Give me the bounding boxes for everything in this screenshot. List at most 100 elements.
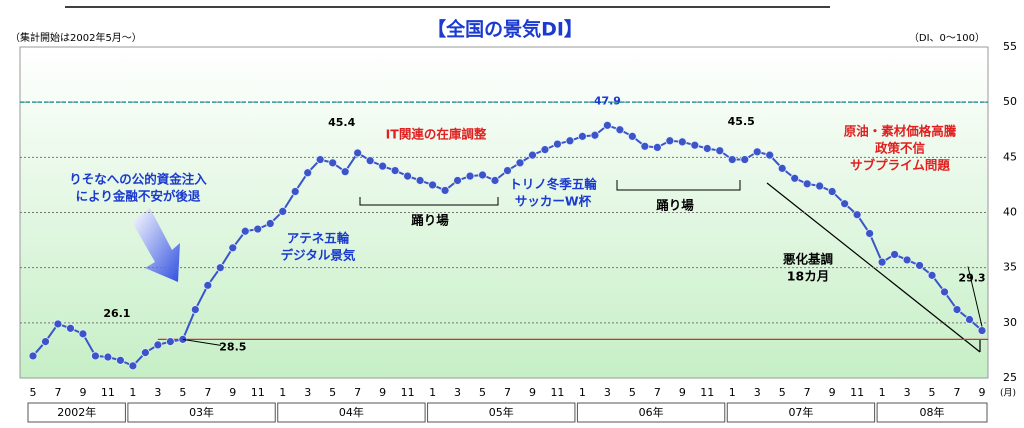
data-point — [540, 145, 550, 155]
data-point — [328, 158, 338, 168]
data-point — [303, 168, 313, 178]
data-point — [627, 131, 637, 141]
data-point — [915, 261, 924, 270]
annotation: 政策不信 — [875, 141, 926, 156]
data-point — [78, 329, 88, 339]
x-tick-label: 5 — [329, 386, 336, 399]
data-point — [578, 131, 587, 141]
annotation: 18カ月 — [787, 269, 829, 284]
x-tick-label: 1 — [279, 386, 286, 399]
annotation: 踊り場 — [411, 213, 449, 228]
data-point — [240, 226, 250, 236]
data-point — [153, 340, 163, 350]
year-box — [876, 402, 988, 423]
leader — [967, 266, 983, 327]
year-box — [726, 402, 876, 423]
data-point — [740, 155, 750, 164]
year-box — [427, 402, 576, 423]
data-point — [140, 348, 150, 358]
annotation: サブプライム問題 — [850, 158, 950, 173]
year-box — [27, 402, 126, 423]
data-point — [91, 351, 100, 361]
x-tick-label: 7 — [354, 386, 361, 399]
data-point — [565, 136, 575, 146]
data-point — [340, 167, 350, 177]
data-point — [378, 161, 388, 171]
data-point — [765, 150, 775, 160]
data-point — [615, 125, 625, 135]
annotation: 踊り場 — [656, 198, 694, 213]
x-tick-label: 9 — [829, 386, 836, 399]
data-point — [465, 171, 475, 181]
x-tick-label: 5 — [479, 386, 486, 399]
data-point — [290, 187, 300, 196]
data-point — [440, 186, 450, 195]
data-point — [253, 224, 263, 234]
x-tick-label: 3 — [604, 386, 611, 399]
data-point — [715, 146, 725, 156]
x-tick-label: 11 — [101, 386, 115, 399]
x-tick-label: 3 — [304, 386, 311, 399]
annotation: アテネ五輪 — [287, 231, 350, 246]
data-point — [403, 171, 413, 181]
data-point — [28, 351, 38, 361]
data-point — [590, 130, 600, 140]
x-tick-label: 7 — [54, 386, 61, 399]
data-point — [66, 323, 75, 333]
annotation: 悪化基調 — [783, 252, 833, 267]
data-point — [478, 170, 487, 180]
data-label: 28.5 — [219, 340, 246, 353]
x-tick-label: 3 — [154, 386, 161, 399]
data-point — [278, 206, 288, 216]
data-point — [840, 199, 850, 209]
data-point — [490, 176, 500, 185]
data-point — [353, 148, 363, 158]
x-tick-label: 9 — [379, 386, 386, 399]
x-tick-label: 9 — [979, 386, 986, 399]
annotation: により金融不安が後退 — [76, 189, 201, 204]
annotation: IT関連の在庫調整 — [386, 127, 487, 142]
annotation: 原油・素材価格高騰 — [844, 124, 957, 139]
data-point — [215, 263, 225, 273]
data-point — [702, 144, 712, 153]
year-box — [127, 402, 276, 423]
x-tick-label: 1 — [729, 386, 736, 399]
y-tick-label: 55 — [1003, 40, 1017, 53]
data-point — [165, 337, 175, 346]
data-point — [877, 257, 887, 267]
x-tick-label: 3 — [904, 386, 911, 399]
x-tick-label: 5 — [929, 386, 936, 399]
data-point — [940, 287, 949, 297]
data-point — [790, 173, 800, 183]
year-label: 06年 — [639, 405, 664, 419]
x-tick-label: 7 — [654, 386, 661, 399]
data-point — [116, 355, 125, 365]
x-tick-label: 3 — [454, 386, 461, 399]
data-point — [777, 163, 787, 173]
arrow — [132, 208, 180, 282]
data-point — [652, 143, 662, 152]
year-label: 07年 — [788, 405, 813, 419]
data-point — [228, 243, 238, 253]
data-point — [190, 305, 200, 314]
data-point — [965, 315, 974, 324]
x-tick-label: 1 — [429, 386, 436, 399]
data-point — [315, 155, 325, 164]
x-tick-label: 7 — [204, 386, 211, 399]
data-point — [53, 319, 63, 329]
year-label: 03年 — [189, 405, 214, 419]
x-tick-label: 11 — [251, 386, 265, 399]
data-point — [952, 305, 962, 314]
x-tick-label: 11 — [401, 386, 415, 399]
data-point — [103, 352, 113, 362]
leader — [182, 338, 221, 346]
year-label: 08年 — [920, 405, 945, 419]
x-tick-label: 9 — [229, 386, 236, 399]
brackets — [359, 180, 741, 206]
x-tick-label: 9 — [79, 386, 86, 399]
x-tick-label: 7 — [504, 386, 511, 399]
chart-title: 【全国の景気DI】 — [427, 18, 583, 41]
data-point — [677, 137, 687, 147]
year-label: 2002年 — [57, 405, 96, 419]
